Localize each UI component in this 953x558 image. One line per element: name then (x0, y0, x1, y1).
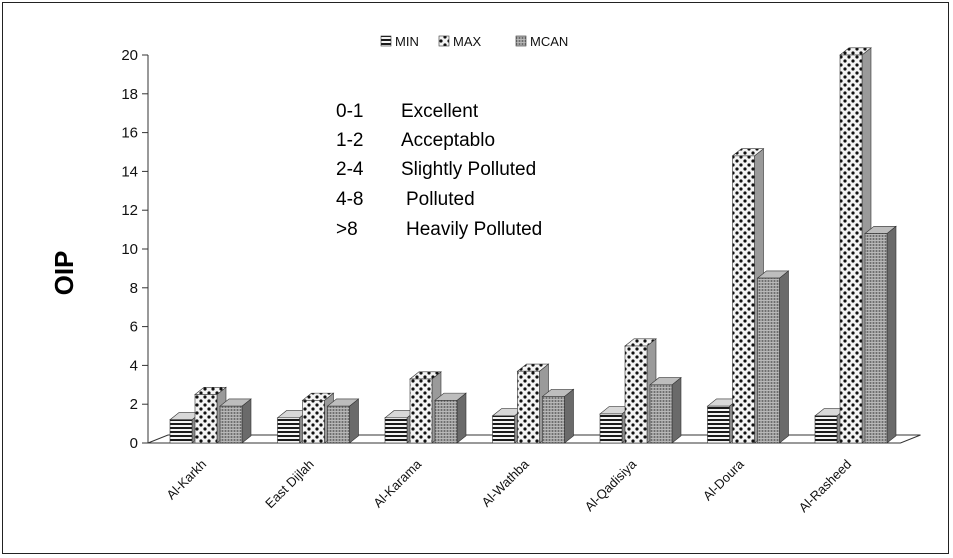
annotation-range-3: 2-4 (336, 159, 364, 180)
bars-layer (169, 47, 897, 444)
y-tick-label: 0 (130, 435, 138, 452)
bar-min-al-wathba (491, 408, 525, 444)
y-tick-label: 4 (130, 357, 138, 374)
annotation-range-1: 0-1 (336, 101, 363, 122)
bar-mcan-al-qadisiya (649, 376, 682, 444)
legend-item-min: MIN (380, 34, 419, 49)
legend-label: MIN (395, 34, 419, 49)
annotation-label-4: Polluted (406, 189, 475, 210)
legend-swatch (438, 35, 450, 47)
bar-chart: OIP 0 2 4 6 8 10 12 14 16 18 20 Al-Karkh East Dijla… (49, 34, 921, 515)
bar-mcan-al-karama (434, 392, 467, 444)
x-category-label: East Dijlah (262, 457, 317, 512)
x-labels-layer: Al-Karkh East Dijlah Al-Karama Al-Wathba Al-… (163, 456, 854, 515)
y-tick-label: 18 (121, 86, 138, 103)
y-tick-label: 10 (121, 241, 138, 258)
y-tick-label: 2 (130, 396, 138, 413)
y-tick-label: 8 (130, 280, 138, 297)
legend-label: MCAN (530, 34, 568, 49)
bar-mcan-east-dijlah (326, 398, 360, 444)
legend: MIN MAX MCAN (380, 34, 568, 49)
annotation-label-3: Slightly Polluted (401, 159, 536, 180)
annotation-label-2: Acceptablo (401, 130, 495, 151)
bar-mcan-al-rasheed (864, 225, 897, 444)
annotation-range-2: 1-2 (336, 130, 363, 151)
annotation-range-4: 4-8 (336, 189, 363, 210)
x-category-label: Al-Karama (370, 456, 425, 511)
bar-mcan-al-wathba (541, 388, 575, 444)
y-tick-label: 6 (130, 319, 138, 336)
x-category-label: Al-Rasheed (796, 457, 855, 516)
legend-item-max: MAX (438, 34, 482, 49)
x-category-label: Al-Karkh (163, 457, 209, 503)
annotation-label-1: Excellent (401, 101, 479, 122)
bar-max-al-karama (409, 371, 442, 444)
bar-min-al-karama (384, 409, 417, 444)
legend-item-mcan: MCAN (515, 34, 568, 49)
legend-swatch (380, 35, 392, 47)
y-tick-label: 20 (121, 47, 138, 64)
x-category-label: Al-Wathba (479, 456, 533, 510)
legend-swatch (515, 35, 527, 47)
legend-label: MAX (453, 34, 482, 49)
x-category-label: Al-Qadisiya (582, 456, 640, 514)
annotation-range-5: >8 (336, 219, 358, 240)
bar-mcan-al-karkh (219, 398, 252, 444)
y-axis-label: OIP (49, 251, 79, 296)
x-category-label: Al-Doura (700, 456, 747, 503)
y-tick-label: 16 (121, 125, 138, 142)
y-tick-label: 14 (121, 163, 138, 180)
annotation-label-5: Heavily Polluted (406, 219, 542, 240)
oip-scale-annotation: 0-1 Excellent 1-2 Acceptablo 2-4 Slightl… (336, 101, 542, 240)
bar-mcan-al-doura (756, 270, 790, 444)
y-tick-label: 12 (121, 202, 138, 219)
